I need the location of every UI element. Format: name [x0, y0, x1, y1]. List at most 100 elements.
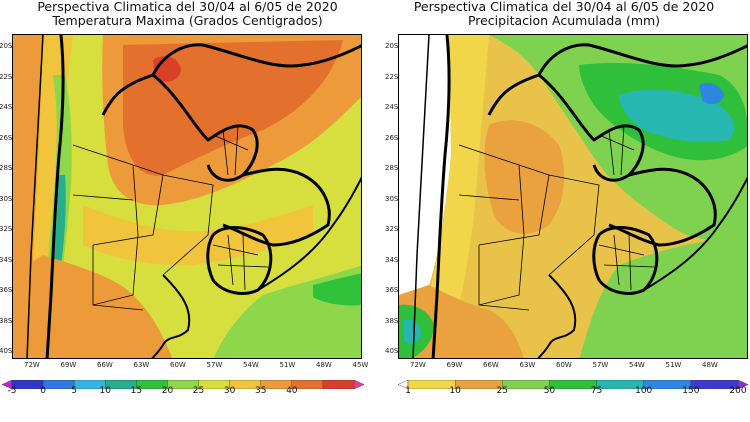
temperature-map — [12, 34, 362, 359]
precip-south-teal — [404, 319, 421, 345]
precip-light-band — [429, 35, 489, 305]
colorbar-segment — [42, 379, 75, 390]
temp-provinces — [72, 124, 269, 311]
precip-bolivia-border — [487, 43, 747, 116]
lon-label: 66W — [483, 361, 499, 369]
temperature-colorbar — [1, 376, 365, 390]
lon-label: 45W — [352, 361, 369, 369]
precip-teal-core — [619, 89, 735, 142]
temp-paraguay-border — [152, 73, 259, 182]
colorbar-label: -5 — [7, 386, 17, 396]
temp-bolivia-border — [101, 43, 361, 116]
lon-label: 63W — [519, 361, 536, 369]
lon-label: 69W — [446, 361, 463, 369]
colorbar-label: 25 — [496, 386, 509, 396]
lat-label: 30S — [385, 194, 399, 203]
temp-andes-cold — [53, 175, 66, 265]
colorbar-label: 200 — [729, 386, 747, 396]
colorbar-label: 35 — [254, 386, 267, 396]
lon-label: 60W — [170, 361, 186, 369]
temperature-subtitle: Temperatura Maxima (Grados Centigrados) — [52, 13, 323, 28]
temperature-title: Perspectiva Climatica del 30/04 al 6/05 … — [37, 0, 338, 14]
precip-atlantic-coast — [643, 176, 747, 291]
lat-label: 20S — [0, 42, 13, 50]
precip-pacific-coast — [412, 35, 430, 358]
precipitation-subtitle: Precipitacion Acumulada (mm) — [467, 13, 661, 28]
lon-label: 51W — [665, 361, 682, 369]
lat-label: 40S — [385, 347, 399, 355]
lon-label: 57W — [206, 361, 223, 369]
lat-label: 34S — [385, 255, 399, 264]
precipitation-map — [398, 34, 748, 359]
lon-label: 72W — [410, 361, 426, 369]
precipitation-panel: Perspectiva Climatica del 30/04 al 6/05 … — [378, 0, 750, 422]
colorbar-segment — [11, 379, 44, 390]
temp-central-band — [83, 205, 313, 266]
lat-label: 28S — [385, 164, 399, 172]
lat-label: 32S — [385, 225, 399, 233]
temp-pacific-coast — [26, 35, 44, 358]
lon-label: 57W — [592, 361, 609, 369]
lat-label: 30S — [0, 194, 13, 203]
precipitation-map-graphic — [399, 35, 747, 358]
lat-label: 36S — [0, 286, 13, 294]
precip-andes-border — [431, 35, 451, 358]
precip-paraguay-border — [538, 73, 645, 182]
colorbar-label: 25 — [192, 386, 205, 396]
colorbar-label: 20 — [161, 386, 174, 396]
lat-label: 40S — [0, 347, 13, 355]
lon-label: 48W — [316, 361, 332, 369]
lat-label: 20S — [385, 42, 399, 50]
precip-brazil-border — [608, 167, 717, 247]
lon-label: 66W — [97, 361, 113, 369]
colorbar-label: 1 — [405, 386, 411, 396]
precipitation-colorbar — [397, 376, 749, 390]
lon-label: 54W — [629, 361, 645, 369]
colorbar-graphic — [1, 379, 365, 390]
lon-label: 51W — [279, 361, 296, 369]
precip-provinces — [458, 124, 655, 311]
temp-atlantic-cold — [313, 273, 361, 306]
lat-label: 38S — [385, 316, 399, 325]
colorbar-label: 50 — [543, 386, 556, 396]
precip-borders — [412, 35, 747, 358]
temp-borders — [26, 35, 361, 358]
temp-brazil-border — [222, 167, 331, 247]
colorbar-label: 10 — [449, 386, 461, 396]
colorbar-segment — [353, 379, 365, 390]
precip-south-coast — [537, 274, 577, 358]
colorbar-label: 5 — [71, 386, 78, 396]
lon-label: 60W — [556, 361, 572, 369]
colorbar-label: 150 — [682, 386, 700, 396]
lat-label: 26S — [0, 133, 13, 142]
colorbar-segment — [322, 379, 355, 390]
colorbar-label: 0 — [40, 386, 46, 396]
lon-label: 72W — [24, 361, 40, 369]
lat-label: 22S — [385, 72, 399, 81]
lat-label: 26S — [385, 133, 399, 142]
temperature-panel: Perspectiva Climatica del 30/04 al 6/05 … — [0, 0, 369, 396]
lat-label: 34S — [0, 255, 13, 264]
lon-label: 54W — [243, 361, 259, 369]
temp-andes-border — [45, 35, 65, 358]
lat-label: 24S — [0, 103, 13, 111]
lon-label: 63W — [133, 361, 150, 369]
colorbar-label: 75 — [590, 386, 603, 396]
lon-label: 48W — [702, 361, 718, 369]
colorbar-label: 100 — [635, 386, 653, 396]
colorbar-label: 15 — [130, 386, 143, 396]
colorbar-label: 30 — [223, 386, 236, 396]
lat-label: 22S — [0, 72, 13, 81]
lat-label: 38S — [0, 316, 13, 325]
colorbar-label: 40 — [286, 386, 298, 396]
lon-label: 69W — [60, 361, 77, 369]
temperature-map-graphic — [13, 35, 361, 358]
precip-blue-core — [699, 83, 724, 105]
colorbar-label: 10 — [99, 386, 111, 396]
colorbar-segment — [737, 379, 749, 390]
lat-label: 24S — [385, 103, 399, 111]
lat-label: 28S — [0, 164, 13, 172]
precipitation-title: Perspectiva Climatica del 30/04 al 6/05 … — [413, 0, 715, 14]
temp-south-coast — [151, 274, 191, 358]
temp-atlantic-coast — [257, 176, 361, 291]
